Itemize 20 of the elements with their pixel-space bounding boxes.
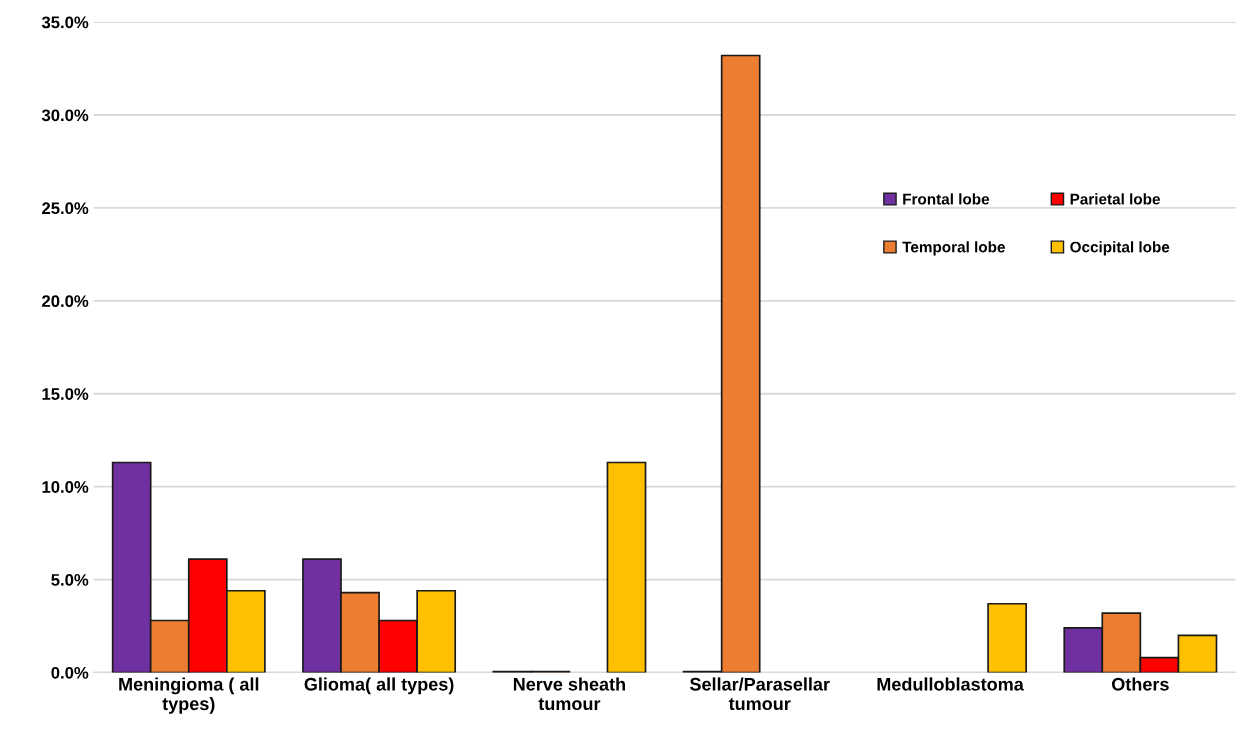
y-tick-label: 30.0% <box>41 109 89 122</box>
y-tick-label: 5.0% <box>51 574 89 586</box>
y-tick-label: 20.0% <box>42 295 89 308</box>
y-tick-label: 25.0% <box>42 202 89 215</box>
x-tick-label: Glioma( all types) <box>304 677 454 695</box>
x-tick-label: Meningioma ( all types) <box>119 677 259 714</box>
x-tick-label: Sellar/Parasellar tumour <box>689 677 830 711</box>
x-tick-label: Nerve sheath tumour <box>513 677 625 711</box>
legend-label: Parietal lobe <box>1070 193 1160 205</box>
x-tick-label: Others <box>1112 677 1169 691</box>
y-tick-label: 10.0% <box>42 481 89 493</box>
x-tick-label: Medulloblastoma <box>877 677 1024 691</box>
y-tick-label: 35.0% <box>41 16 89 29</box>
legend-label: Occipital lobe <box>1070 241 1170 256</box>
legend-label: Temporal lobe <box>902 241 1005 256</box>
bar <box>987 602 1028 673</box>
legend-label: Frontal lobe <box>903 193 990 205</box>
bar <box>606 461 647 673</box>
y-tick-label: 15.0% <box>42 388 89 400</box>
y-tick-label: 0.0% <box>51 666 89 679</box>
